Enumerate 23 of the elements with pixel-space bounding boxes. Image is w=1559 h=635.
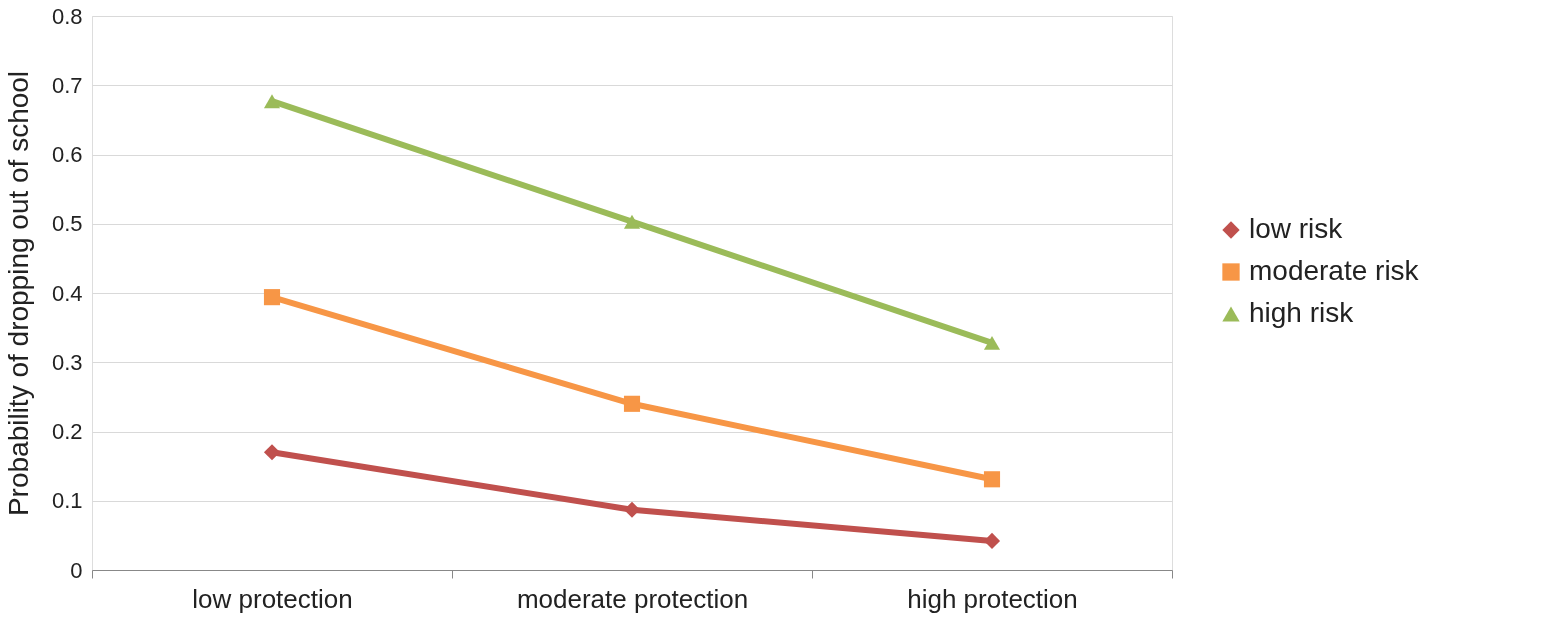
y-tick-label: 0.1 bbox=[51, 488, 83, 514]
y-tick-label: 0.2 bbox=[51, 419, 83, 444]
legend-label: high risk bbox=[1249, 297, 1355, 328]
point bbox=[263, 289, 281, 306]
y-tick-label: 0 bbox=[70, 557, 83, 583]
y-tick-label: 0.5 bbox=[51, 211, 83, 237]
y-tick-label: 0.3 bbox=[51, 349, 83, 375]
x-tick-label: moderate protection bbox=[516, 583, 749, 614]
point bbox=[623, 395, 641, 412]
point bbox=[623, 214, 641, 229]
point bbox=[983, 471, 1001, 488]
legend-label: moderate risk bbox=[1249, 255, 1420, 286]
x-tick-label: high protection bbox=[907, 583, 1078, 614]
point bbox=[263, 94, 281, 109]
y-axis-title: Probability of dropping out of school bbox=[2, 70, 34, 517]
y-tick-label: 0.7 bbox=[51, 72, 83, 98]
x-tick-label: low protection bbox=[192, 583, 353, 614]
y-tick-label: 0.4 bbox=[51, 280, 83, 306]
y-tick-label: 0.8 bbox=[51, 3, 83, 29]
legend-label: low risk bbox=[1249, 213, 1344, 244]
point bbox=[263, 444, 281, 461]
point bbox=[983, 335, 1001, 350]
y-tick-label: 0.6 bbox=[51, 142, 83, 167]
